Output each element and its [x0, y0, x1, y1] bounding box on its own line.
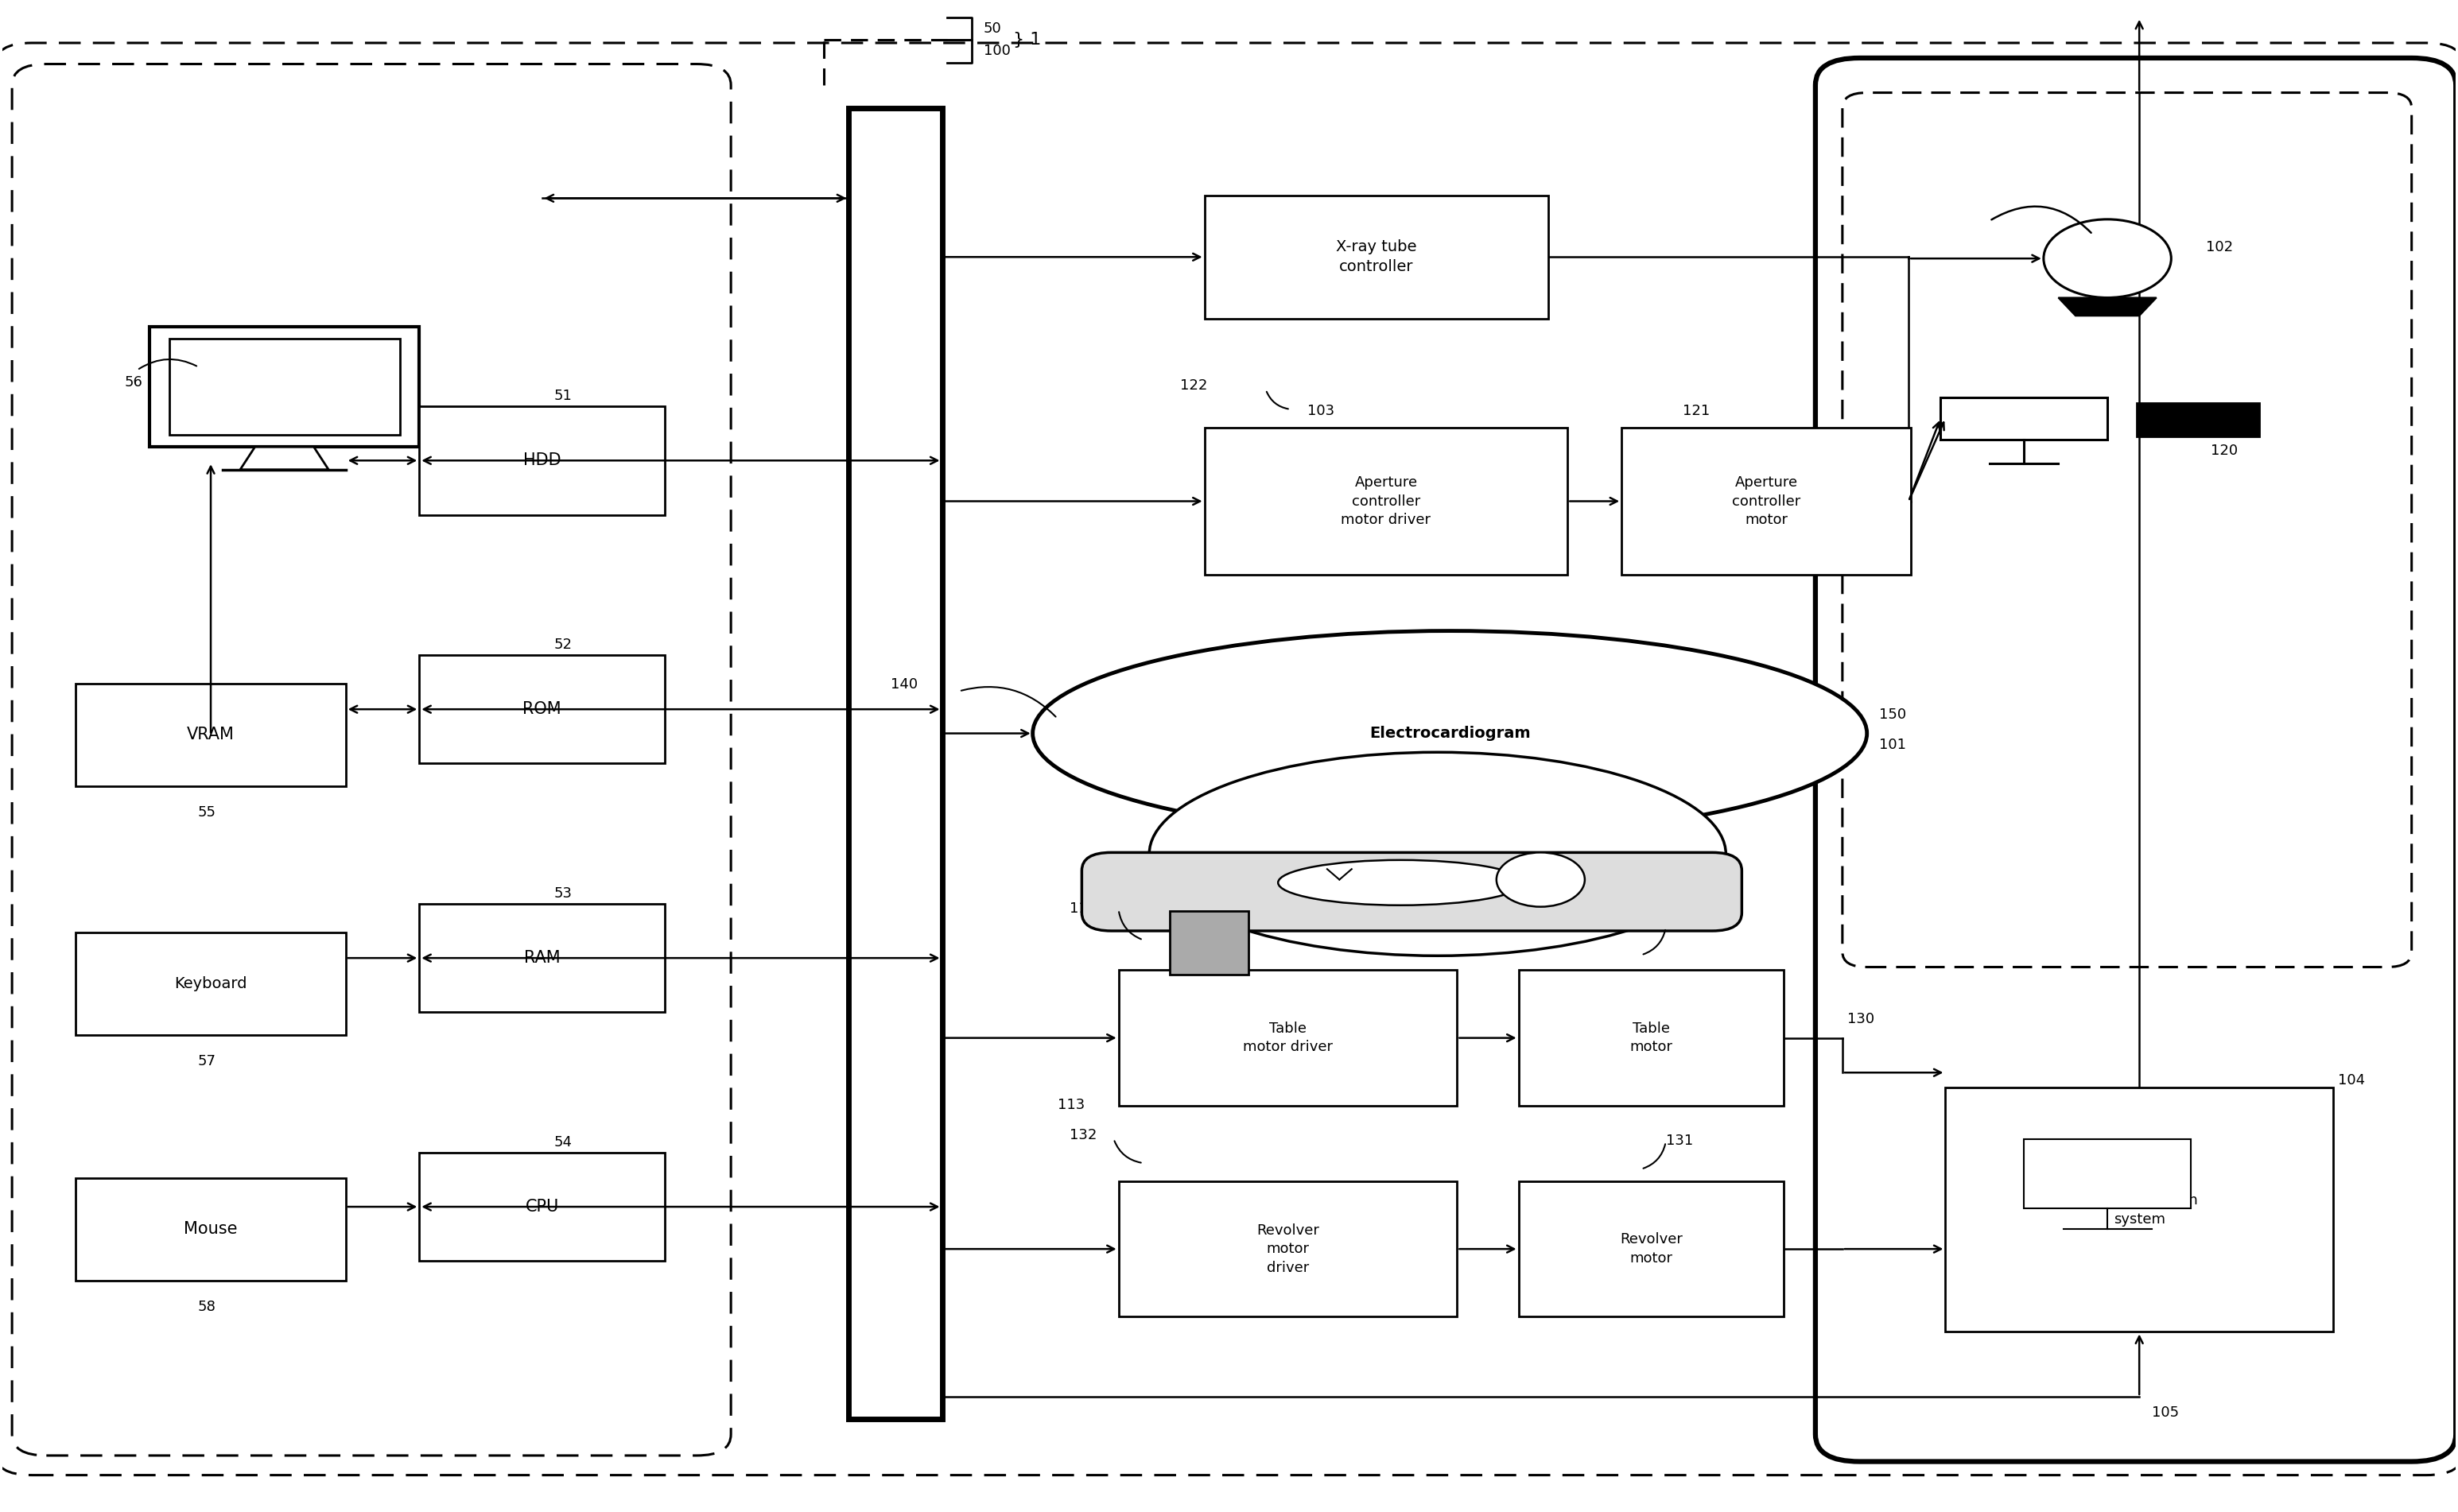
Text: Aperture
controller
motor driver: Aperture controller motor driver [1342, 475, 1431, 528]
Bar [1519, 971, 1785, 1105]
Polygon shape [241, 448, 329, 470]
Bar [420, 904, 664, 1013]
Bar [2023, 1139, 2190, 1208]
Ellipse shape [1032, 631, 1868, 836]
FancyBboxPatch shape [0, 42, 2458, 1476]
Text: 122: 122 [1180, 378, 1207, 393]
Bar [1204, 428, 1568, 575]
Bar [1204, 195, 1549, 319]
FancyBboxPatch shape [1816, 57, 2456, 1462]
Bar [76, 683, 347, 786]
Text: 113: 113 [1057, 1098, 1084, 1111]
Text: 57: 57 [197, 1054, 216, 1067]
Text: 51: 51 [553, 389, 573, 404]
Text: X-ray tube
controller: X-ray tube controller [1335, 239, 1416, 275]
Text: 121: 121 [1684, 404, 1711, 419]
Text: HDD: HDD [524, 452, 560, 469]
Text: Table
motor driver: Table motor driver [1244, 1022, 1332, 1054]
Text: 112: 112 [1667, 919, 1694, 934]
Text: 111: 111 [1069, 901, 1096, 916]
Text: 132: 132 [1069, 1128, 1096, 1142]
Bar [150, 327, 420, 448]
Text: Revolver
motor: Revolver motor [1620, 1232, 1681, 1266]
Text: 56: 56 [125, 375, 143, 390]
Text: 100: 100 [983, 44, 1010, 57]
Text: Aperture
controller
motor: Aperture controller motor [1733, 475, 1802, 528]
FancyBboxPatch shape [1082, 853, 1743, 931]
Text: 140: 140 [890, 677, 917, 691]
Bar [1939, 398, 2107, 440]
Text: Revolver
motor
driver: Revolver motor driver [1256, 1223, 1320, 1275]
Bar [420, 655, 664, 764]
Text: VRAM: VRAM [187, 727, 234, 742]
Ellipse shape [1278, 860, 1524, 906]
Bar [76, 1178, 347, 1281]
FancyBboxPatch shape [12, 64, 730, 1456]
Bar [1118, 1181, 1458, 1317]
Text: Data acquisition
system: Data acquisition system [2082, 1193, 2197, 1226]
Text: Mouse: Mouse [184, 1222, 238, 1237]
Bar [420, 1152, 664, 1261]
Bar [848, 107, 941, 1420]
Text: 50: 50 [983, 21, 1003, 36]
Bar [1622, 428, 1912, 575]
Text: 54: 54 [553, 1136, 573, 1149]
Text: CPU: CPU [526, 1199, 558, 1214]
Bar [1170, 912, 1249, 975]
Text: 53: 53 [553, 886, 573, 901]
Text: 101: 101 [1880, 738, 1907, 751]
Text: Electrocardiogram: Electrocardiogram [1369, 726, 1531, 741]
Bar [1519, 1181, 1785, 1317]
Circle shape [2043, 219, 2170, 298]
Text: RAM: RAM [524, 950, 560, 966]
Text: } 1: } 1 [1013, 32, 1042, 48]
Text: 131: 131 [1667, 1134, 1694, 1148]
Polygon shape [2057, 298, 2156, 316]
Text: Keyboard: Keyboard [175, 977, 248, 992]
Text: 52: 52 [553, 638, 573, 652]
Text: 104: 104 [2338, 1074, 2365, 1087]
Text: 130: 130 [1848, 1012, 1875, 1027]
Circle shape [1497, 853, 1585, 907]
Text: 105: 105 [2151, 1405, 2178, 1420]
Ellipse shape [1150, 753, 1726, 956]
Text: 120: 120 [2210, 443, 2237, 458]
Text: ROM: ROM [524, 702, 560, 717]
Text: Table
motor: Table motor [1630, 1022, 1671, 1054]
Text: 102: 102 [2205, 240, 2232, 254]
Text: 55: 55 [197, 804, 216, 820]
Bar [2136, 404, 2259, 437]
Text: 103: 103 [1308, 404, 1335, 419]
Bar [420, 407, 664, 514]
Bar [1118, 971, 1458, 1105]
Bar [1944, 1087, 2333, 1332]
Bar [170, 339, 401, 435]
Text: 150: 150 [1880, 708, 1907, 721]
Bar [76, 933, 347, 1034]
Text: 58: 58 [197, 1299, 216, 1314]
